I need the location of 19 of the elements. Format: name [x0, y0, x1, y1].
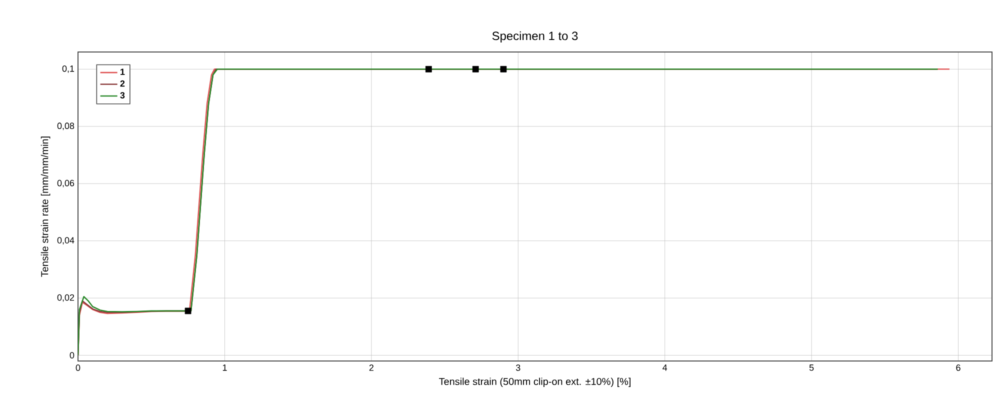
x-axis-title: Tensile strain (50mm clip-on ext. ±10%) [%]: [439, 378, 630, 387]
legend-label: 3: [120, 92, 125, 98]
y-tick-label: 0,04: [57, 237, 74, 245]
y-axis-title: Tensile strain rate [mm/mm/min]: [40, 136, 50, 277]
y-tick-label: 0,1: [62, 65, 74, 73]
chart-title: Specimen 1 to 3: [492, 31, 578, 43]
legend-label: 1: [120, 68, 125, 75]
y-tick-label: 0,06: [57, 180, 74, 188]
x-tick-label: 4: [662, 364, 668, 371]
x-tick-label: 3: [516, 364, 520, 371]
x-tick-label: 2: [369, 364, 374, 371]
x-tick-label: 1: [222, 364, 227, 371]
y-tick-label: 0,02: [57, 294, 74, 302]
y-tick-label: 0,08: [57, 122, 74, 130]
x-tick-label: 0: [76, 364, 80, 371]
x-tick-label: 5: [809, 364, 814, 371]
y-tick-label: 0: [70, 352, 74, 358]
x-tick-label: 6: [956, 364, 960, 371]
legend-label: 2: [120, 80, 125, 87]
